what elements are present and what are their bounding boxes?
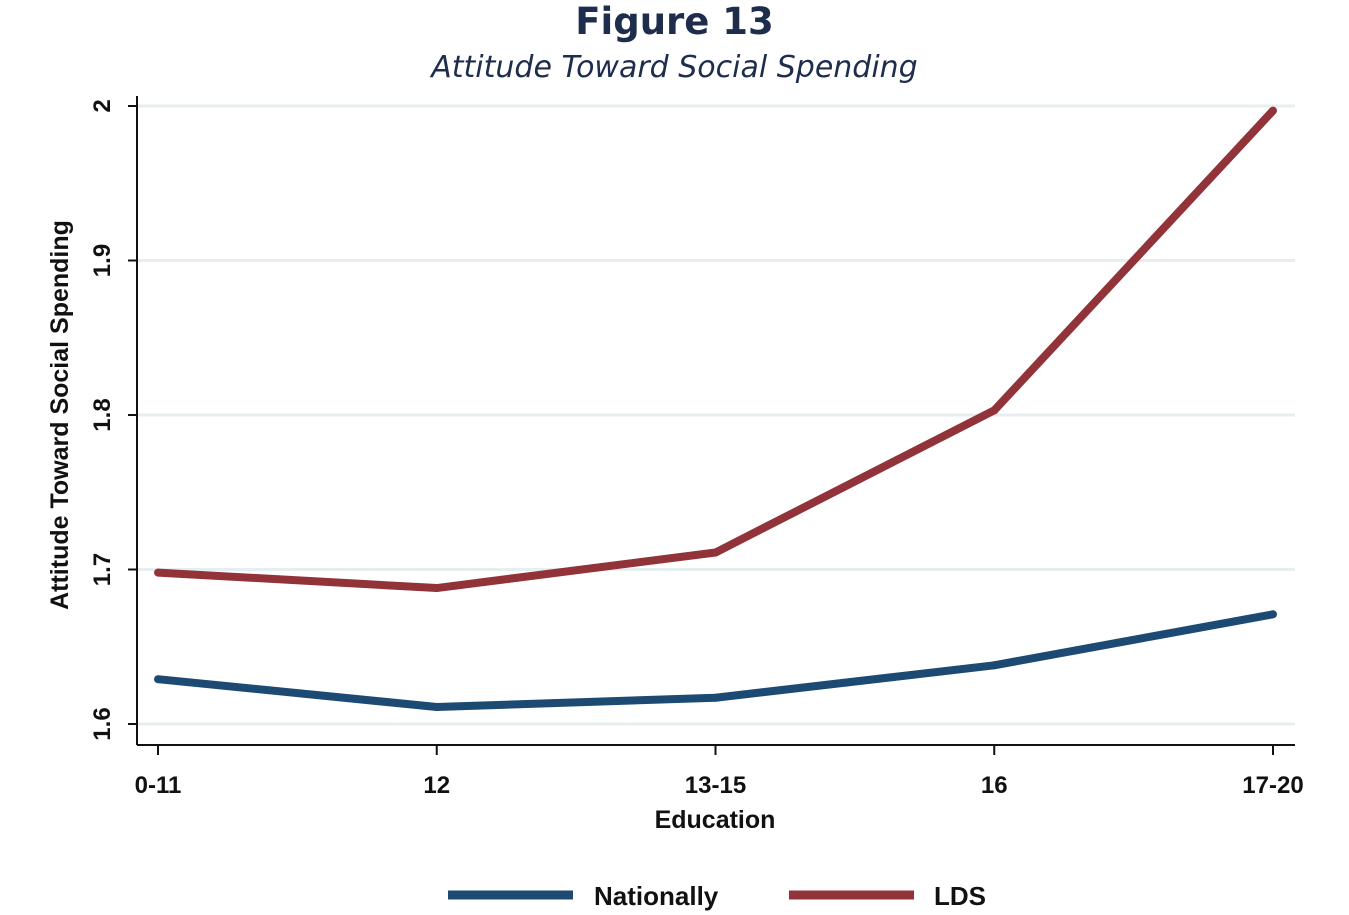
- y-tick-label-1.7: 1.7: [89, 553, 116, 586]
- gridlines: [137, 104, 1295, 726]
- data-point-lds-0-11: [154, 568, 162, 577]
- figure-subtitle: Attitude Toward Social Spending: [431, 50, 918, 85]
- data-point-lds-12: [432, 584, 441, 593]
- series-line-nationally: [157, 610, 1274, 712]
- legend-label-nationally: Nationally: [594, 881, 719, 911]
- data-point-lds-17-20: [1269, 106, 1277, 115]
- x-tick-label-0-11: 0-11: [135, 772, 182, 799]
- series-line-lds: [157, 107, 1276, 593]
- figure-title: Figure 13: [575, 0, 774, 43]
- y-tick-label-1.9: 1.9: [89, 244, 116, 277]
- data-point-nationally-17-20: [1269, 610, 1277, 619]
- y-axis-title: Attitude Toward Social Spending: [46, 220, 74, 610]
- data-point-nationally-13-15: [711, 693, 720, 702]
- data-point-nationally-12: [432, 703, 441, 712]
- x-tick-label-12: 12: [423, 772, 450, 799]
- data-point-nationally-0-11: [154, 675, 162, 684]
- x-tick-label-13-15: 13-15: [685, 772, 746, 799]
- y-axis-ticks: 1.6 1.7 1.8 1.9 2: [89, 99, 137, 741]
- axes: [136, 96, 1295, 746]
- x-tick-label-17-20: 17-20: [1242, 772, 1303, 799]
- data-point-nationally-16: [990, 661, 999, 670]
- y-tick-label-1.6: 1.6: [89, 707, 116, 740]
- data-point-lds-16: [990, 406, 999, 415]
- x-tick-label-16: 16: [981, 772, 1008, 799]
- legend: Nationally LDS: [448, 881, 986, 911]
- y-tick-label-1.8: 1.8: [89, 398, 116, 431]
- x-axis-ticks: 0-11 12 13-15 16 17-20: [135, 745, 1304, 799]
- series-lines: [154, 106, 1277, 712]
- legend-label-lds: LDS: [934, 881, 986, 911]
- data-point-lds-13-15: [711, 548, 720, 557]
- x-axis-title: Education: [655, 806, 776, 834]
- y-tick-label-2: 2: [89, 99, 116, 112]
